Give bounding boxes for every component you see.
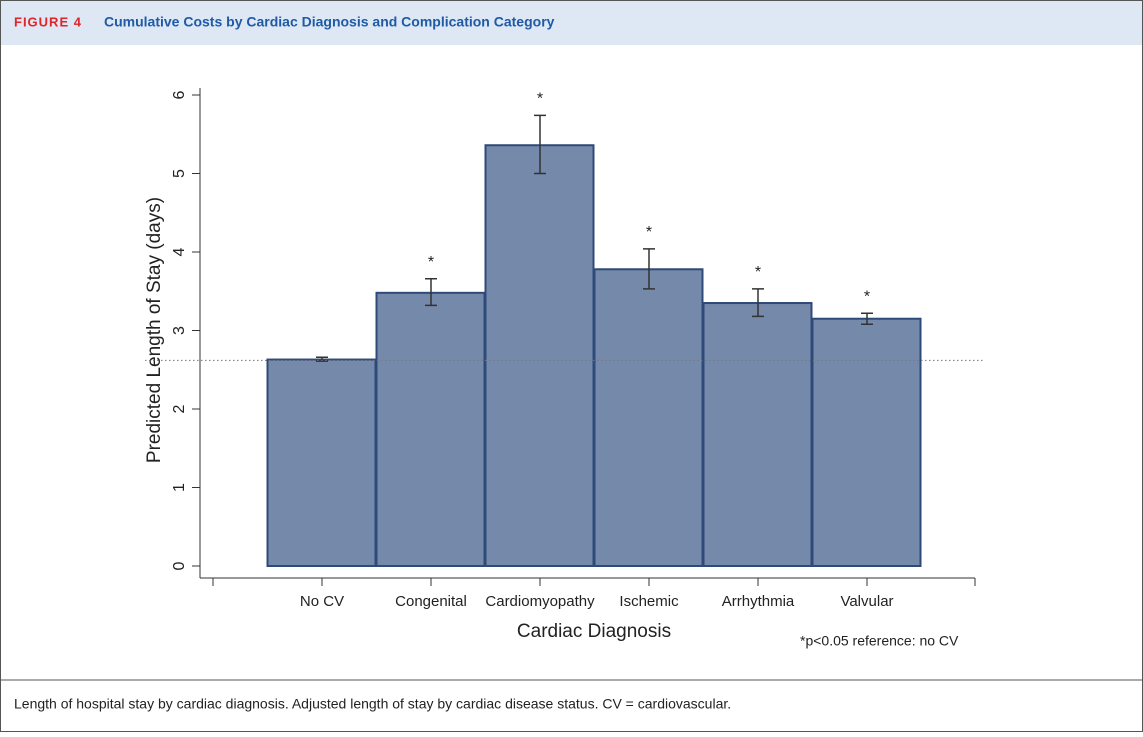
error-bar	[425, 277, 437, 307]
x-tick-label: Arrhythmia	[722, 593, 795, 610]
header-band	[1, 1, 1142, 45]
bar	[375, 291, 486, 567]
x-tick-label: No CV	[300, 593, 344, 610]
significance-label: *	[864, 288, 870, 305]
caption: Length of hospital stay by cardiac diagn…	[14, 696, 731, 712]
footnote: *p<0.05 reference: no CV	[800, 633, 959, 649]
error-bar	[643, 248, 655, 290]
bar	[811, 317, 922, 567]
figure-label: FIGURE 4	[14, 14, 82, 29]
significance-label: *	[537, 91, 543, 108]
x-tick-label: Ischemic	[619, 593, 679, 610]
bar	[266, 358, 377, 568]
bar	[702, 302, 813, 567]
y-tick-label: 1	[171, 483, 188, 492]
significance-label: *	[646, 224, 652, 241]
x-tick-label: Valvular	[840, 593, 893, 610]
y-tick-label: 6	[171, 90, 188, 99]
significance-label: *	[428, 254, 434, 271]
y-tick-label: 3	[171, 326, 188, 335]
x-tick-label: Congenital	[395, 593, 467, 610]
y-tick-label: 2	[171, 404, 188, 413]
error-bar	[752, 288, 764, 318]
significance-label: *	[755, 264, 761, 281]
error-bar	[534, 114, 546, 175]
y-axis-title: Predicted Length of Stay (days)	[144, 197, 165, 463]
x-axis-title: Cardiac Diagnosis	[517, 621, 671, 642]
bar	[484, 144, 595, 568]
x-tick-label: Cardiomyopathy	[485, 593, 595, 610]
y-tick-label: 4	[171, 247, 188, 256]
y-tick-label: 5	[171, 169, 188, 178]
figure-title: Cumulative Costs by Cardiac Diagnosis an…	[104, 14, 555, 30]
bar	[593, 268, 704, 567]
error-bar	[861, 312, 873, 325]
y-tick-label: 0	[171, 561, 188, 570]
